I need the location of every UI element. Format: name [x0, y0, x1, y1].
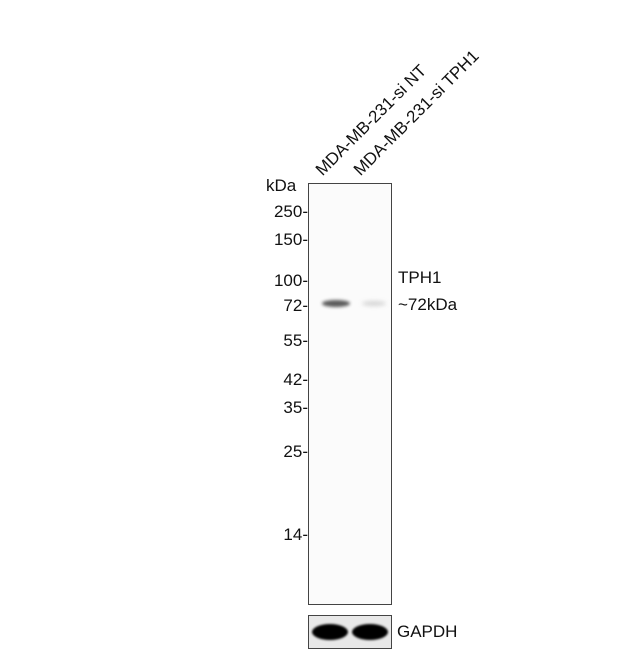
kda-label: kDa — [266, 176, 297, 195]
blot-membrane — [308, 183, 392, 605]
marker-35: 35- — [283, 398, 308, 417]
target-size: ~72kDa — [398, 295, 458, 314]
gapdh-band-lane-2 — [352, 624, 388, 640]
marker-100: 100- — [273, 271, 308, 290]
marker-25: 25- — [283, 442, 308, 461]
marker-14: 14- — [283, 525, 308, 544]
marker-72: 72- — [283, 296, 308, 315]
marker-150: 150- — [273, 230, 308, 249]
loading-control-label: GAPDH — [397, 622, 458, 641]
marker-42: 42- — [283, 370, 308, 389]
gapdh-band-lane-1 — [312, 624, 348, 640]
band-lane-1 — [322, 300, 350, 307]
target-name: TPH1 — [398, 268, 442, 287]
marker-250: 250- — [273, 202, 308, 221]
marker-55: 55- — [283, 331, 308, 350]
band-lane-2 — [362, 301, 386, 306]
gapdh-blot — [308, 615, 392, 649]
